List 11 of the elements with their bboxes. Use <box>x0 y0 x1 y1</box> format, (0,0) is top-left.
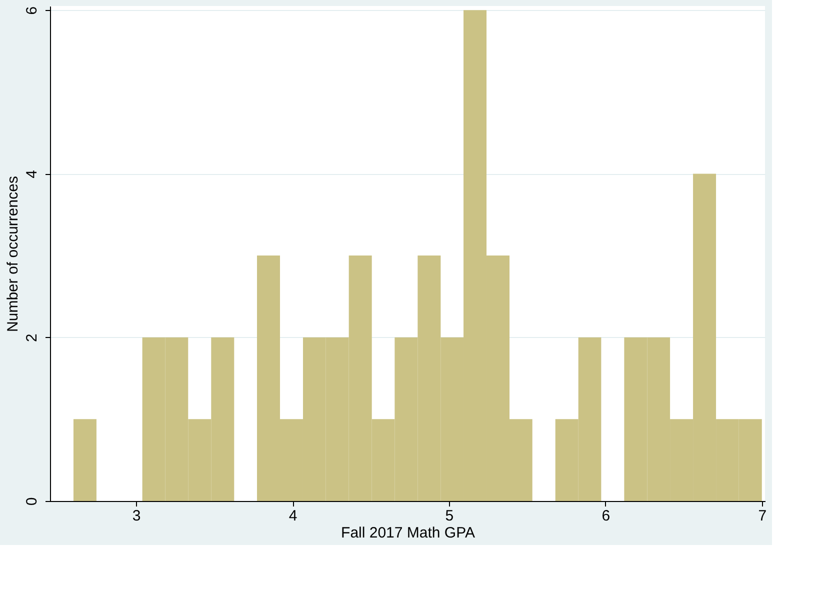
x-tick-label: 4 <box>288 508 298 524</box>
x-tick-label: 5 <box>445 508 454 524</box>
x-tick-label: 7 <box>758 508 767 524</box>
y-tick-label: 4 <box>24 170 40 178</box>
y-tick-label: 0 <box>24 497 40 506</box>
x-tick-label: 6 <box>602 508 610 524</box>
y-tick-label: 6 <box>24 6 40 15</box>
y-axis-title: Number of occurrences <box>4 176 22 332</box>
y-tick-label: 2 <box>24 334 40 342</box>
x-tick-label: 3 <box>132 508 141 524</box>
x-axis-title: Fall 2017 Math GPA <box>341 524 475 542</box>
